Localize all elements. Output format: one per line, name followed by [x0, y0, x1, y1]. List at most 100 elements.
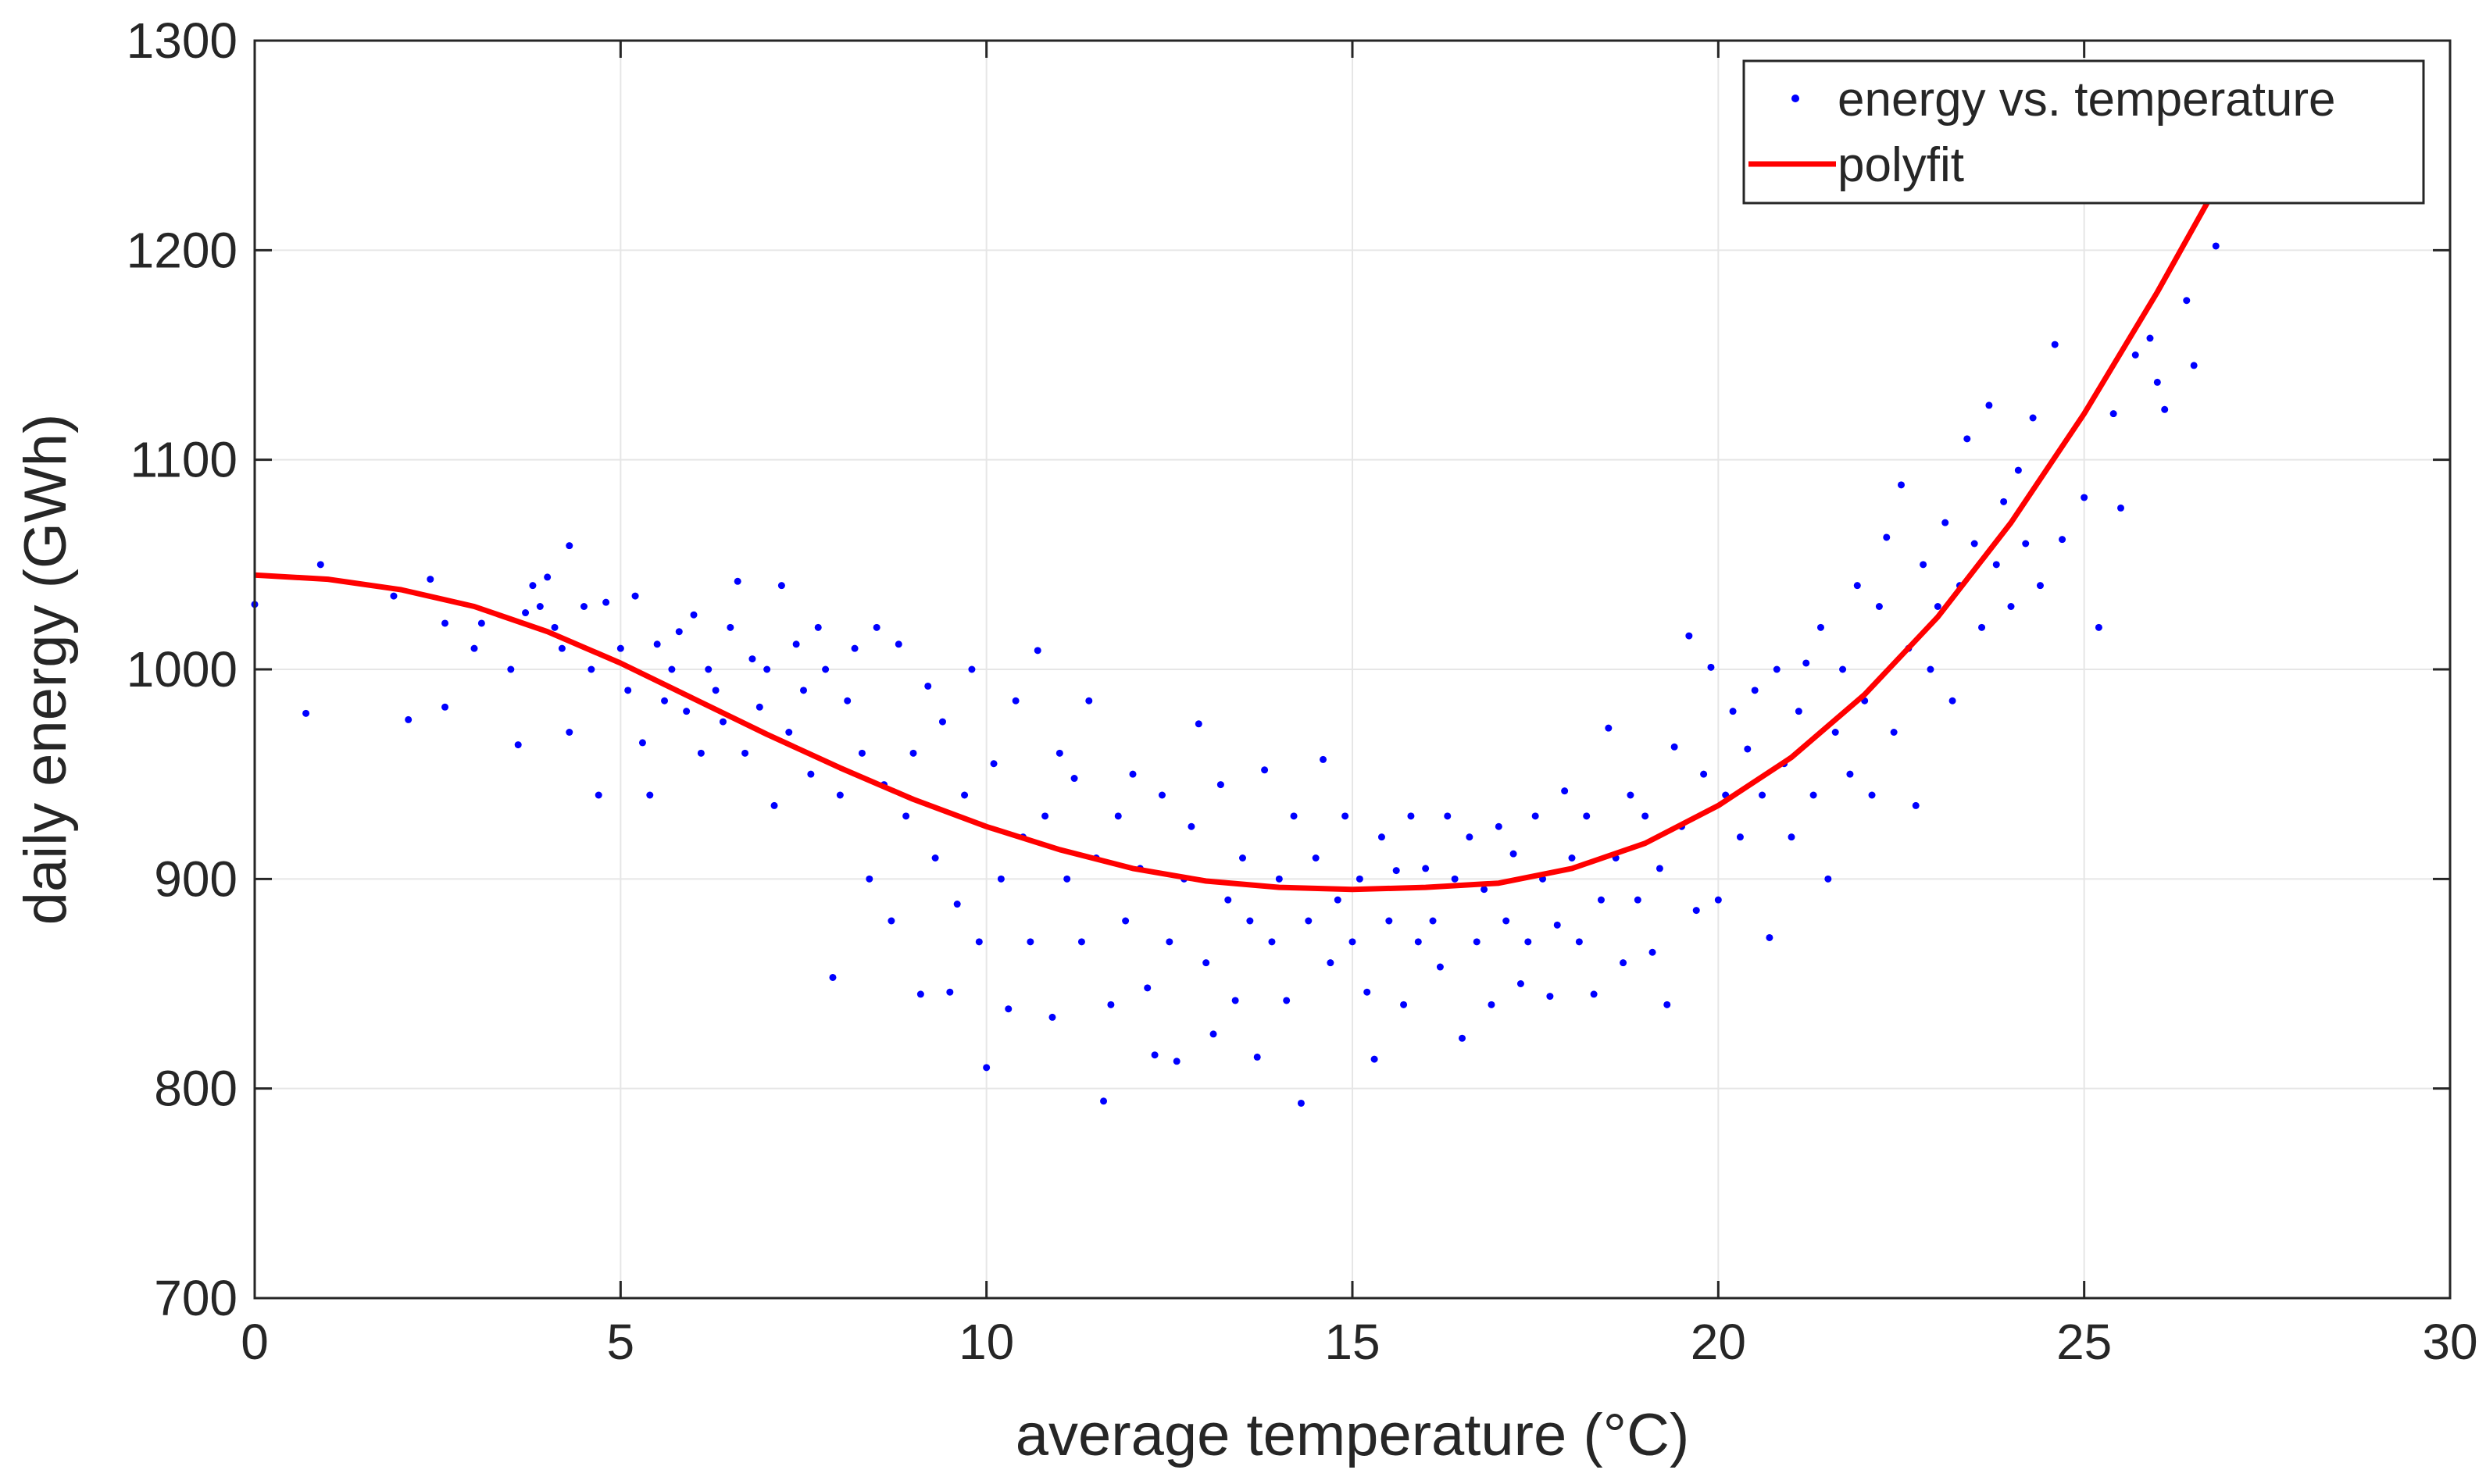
scatter-point [1634, 896, 1641, 904]
scatter-point [595, 791, 602, 799]
scatter-point [1620, 959, 1627, 967]
scatter-point [2146, 334, 2154, 342]
scatter-point [1802, 659, 1810, 667]
scatter-point [1773, 665, 1781, 673]
scatter-point [1246, 917, 1254, 925]
scatter-point [1027, 938, 1034, 946]
scatter-point [1253, 1053, 1261, 1061]
scatter-point [1334, 896, 1341, 904]
scatter-point [873, 623, 880, 631]
scatter-point [895, 640, 902, 648]
scatter-point [631, 592, 639, 600]
scatter-point [624, 687, 632, 694]
scatter-point [909, 749, 917, 757]
scatter-point [851, 644, 859, 652]
scatter-point [712, 687, 720, 694]
axis-ticks [253, 39, 2452, 1300]
polyfit-line [254, 186, 2219, 893]
scatter-point [946, 988, 954, 996]
y-axis-title: daily energy (GWh) [13, 414, 79, 926]
scatter-point [1692, 907, 1700, 915]
scatter-point [1846, 770, 1854, 778]
scatter-point [566, 542, 573, 550]
scatter-point [1912, 801, 1920, 809]
scatter-point [1370, 1055, 1378, 1063]
scatter-point [1268, 938, 1276, 946]
scatter-point [1459, 1034, 1466, 1042]
scatter-point [844, 697, 852, 705]
scatter-point [1736, 833, 1744, 841]
scatter-point [1429, 917, 1437, 925]
scatter-point [1414, 938, 1422, 946]
scatter-point [1348, 938, 1356, 946]
scatter-point [1209, 1030, 1217, 1038]
scatter-point [1948, 697, 1956, 705]
scatter-point [1546, 993, 1554, 1001]
scatter-point [1816, 623, 1824, 631]
scatter-point [2081, 494, 2088, 501]
scatter-point [770, 801, 778, 809]
scatter-point [807, 770, 815, 778]
scatter-point [1048, 1013, 1056, 1021]
scatter-point [1495, 822, 1502, 830]
scatter-point [1590, 990, 1598, 998]
y-tick-labels: 700 800 900 1000 1100 1200 1300 [127, 12, 238, 1326]
y-tick-label: 800 [154, 1061, 238, 1117]
scatter-point [1963, 435, 1971, 443]
scatter-point [514, 741, 522, 749]
scatter-point [1385, 917, 1393, 925]
scatter-point [705, 665, 713, 673]
scatter-point [653, 640, 661, 648]
scatter-point [777, 582, 785, 590]
scatter-point [1290, 812, 1298, 820]
scatter-point [522, 609, 530, 617]
scatter-point [683, 708, 691, 715]
scatter-point [1422, 865, 1430, 872]
scatter-point [1114, 812, 1122, 820]
scatter-point [792, 640, 800, 648]
scatter-point [1898, 481, 1905, 489]
scatter-point [697, 749, 705, 757]
scatter-point [1890, 729, 1898, 736]
scatter-point [1868, 791, 1876, 799]
x-tick-label: 15 [1324, 1314, 1380, 1370]
y-tick-label: 900 [154, 851, 238, 907]
scatter-point [1553, 921, 1561, 929]
scatter-point [763, 665, 771, 673]
scatter-point [719, 718, 727, 726]
x-tick-label: 5 [607, 1314, 635, 1370]
scatter-point [938, 718, 946, 726]
scatter-point [2117, 504, 2124, 512]
scatter-point [1809, 791, 1817, 799]
scatter-point [990, 760, 998, 768]
scatter-point [1714, 896, 1722, 904]
scatter-point [1077, 938, 1085, 946]
scatter-point [1151, 1051, 1159, 1059]
scatter-point [1041, 812, 1049, 820]
scatter-point [661, 697, 669, 705]
legend-marker-scatter [1791, 95, 1799, 102]
scatter-point [602, 598, 610, 606]
legend: energy vs. temperature polyfit [1742, 59, 2425, 205]
scatter-point [1224, 896, 1232, 904]
scatter-point [1473, 938, 1481, 946]
scatter-point [1320, 755, 1327, 763]
scatter-series-energy-vs-temperature [251, 242, 2220, 1107]
scatter-point [916, 990, 924, 998]
scatter-point [1283, 997, 1291, 1004]
scatter-point [1407, 812, 1415, 820]
scatter-point [1685, 632, 1693, 640]
scatter-point [1788, 833, 1795, 841]
scatter-point [2190, 362, 2198, 369]
scatter-point [2022, 540, 2030, 548]
scatter-point [741, 749, 749, 757]
scatter-point [1751, 687, 1759, 694]
scatter-point [638, 739, 646, 747]
scatter-point [1985, 401, 1993, 409]
scatter-point [616, 644, 624, 652]
scatter-point [800, 687, 807, 694]
y-tick-label: 1300 [127, 12, 238, 69]
scatter-point [536, 603, 544, 610]
legend-label-scatter: energy vs. temperature [1838, 73, 2336, 127]
